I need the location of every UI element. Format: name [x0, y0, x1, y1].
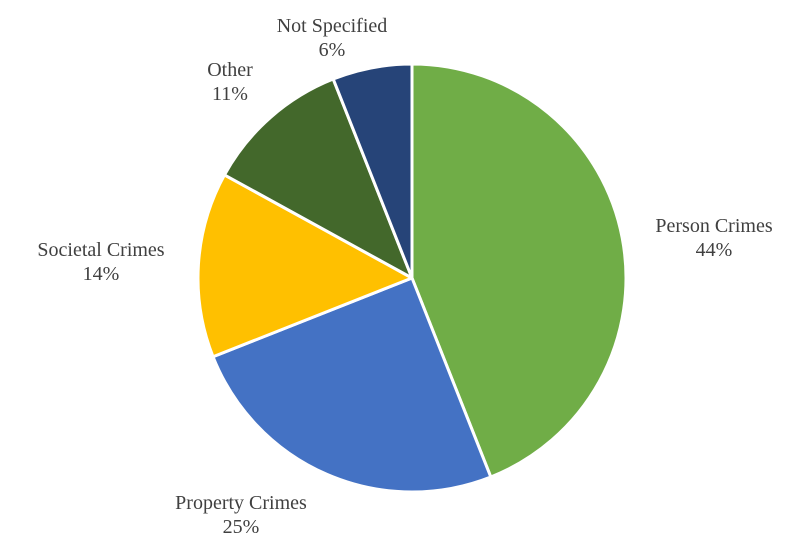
slice-percent-not-specified: 6%: [319, 39, 346, 61]
slice-percent-property-crimes: 25%: [223, 516, 260, 538]
slice-label-person-crimes: Person Crimes: [655, 215, 772, 237]
slice-label-societal-crimes: Societal Crimes: [37, 239, 164, 261]
pie-slice-property-crimes: [211, 276, 493, 494]
slice-label-not-specified: Not Specified: [277, 15, 388, 37]
pie-slice-person-crimes: [410, 62, 628, 479]
pie-slice-not-specified: [331, 62, 414, 280]
slice-percent-person-crimes: 44%: [696, 239, 733, 261]
slice-percent-societal-crimes: 14%: [83, 263, 120, 285]
pie-slice-other: [222, 77, 414, 280]
slice-percent-other: 11%: [212, 83, 248, 105]
slice-label-other: Other: [207, 59, 253, 81]
pie-slice-societal-crimes: [196, 173, 414, 359]
slice-label-property-crimes: Property Crimes: [175, 492, 307, 514]
pie-slices: [196, 62, 628, 494]
